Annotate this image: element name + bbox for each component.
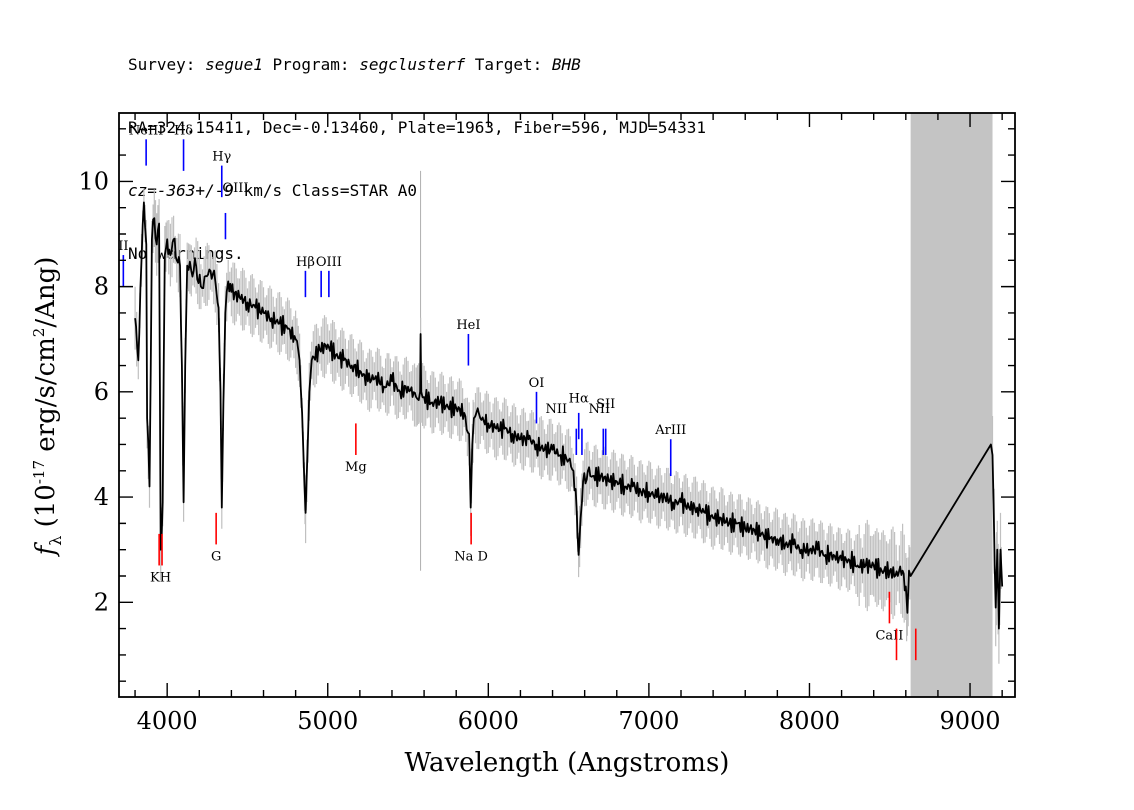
survey-value: segue1: [205, 55, 263, 74]
emission-line-label: OIII: [316, 255, 342, 270]
emission-line-label: NII: [545, 402, 567, 417]
x-tick-label: 7000: [618, 707, 679, 735]
emission-line-label: OIII: [222, 181, 248, 196]
flux-line: [134, 201, 1004, 630]
y-tick-label: 2: [94, 588, 109, 616]
flux-line-layer: [134, 201, 1004, 630]
emission-line-label: Hα: [569, 392, 589, 407]
x-tick-label: 5000: [297, 707, 358, 735]
emission-line-label: Hγ: [212, 150, 231, 165]
emission-line-label: HeI: [456, 318, 480, 333]
absorption-line-label: CaII: [875, 628, 903, 643]
program-label: Program:: [262, 55, 360, 74]
tick-labels: 4000 5000 6000 7000 8000 9000 2 4 6 8 10: [78, 167, 1000, 735]
y-axis-title: fλ (10-17 erg/s/cm2/Ang): [30, 257, 65, 558]
x-tick-label: 9000: [940, 707, 1001, 735]
emission-line-label: Hβ: [296, 255, 315, 270]
y-axis-unit-suffix: /Ang): [31, 257, 61, 328]
absorption-line-label: KH: [150, 570, 171, 585]
y-tick-label: 8: [94, 273, 109, 301]
masked-region-layer: [910, 113, 993, 697]
absorption-line-label: G: [211, 549, 221, 564]
target-value: BHB: [551, 55, 581, 74]
absorption-line-label: Mg: [345, 460, 367, 475]
emission-line-label: NeIII: [129, 123, 163, 138]
x-tick-label: 8000: [779, 707, 840, 735]
emission-line-label: OI: [529, 376, 545, 391]
header-line-coordinates: RA=324.15411, Dec=-0.13460, Plate=1963, …: [128, 118, 706, 137]
spectrum-header: Survey: segue1 Program: segclusterf Targ…: [128, 12, 706, 285]
error-envelope: [134, 188, 1002, 664]
survey-label: Survey:: [128, 55, 206, 74]
x-tick-label: 6000: [458, 707, 519, 735]
y-axis-unit: erg/s/cm: [31, 337, 61, 460]
emission-line-label: Hδ: [174, 123, 193, 138]
class-value: km/s Class=STAR A0: [233, 181, 417, 200]
masked-region: [910, 113, 993, 697]
program-value: segclusterf: [359, 55, 466, 74]
plot-frame: [118, 112, 1016, 698]
target-label: Target:: [465, 55, 552, 74]
y-axis-exponent: -17: [30, 460, 48, 484]
y-tick-label: 10: [78, 167, 109, 195]
emission-line-label: SII: [596, 397, 615, 412]
y-axis-unit-exponent: 2: [30, 328, 48, 338]
header-line-survey: Survey: segue1 Program: segclusterf Targ…: [128, 54, 706, 75]
error-envelope-layer: [134, 188, 1002, 664]
x-axis-title: Wavelength (Angstroms): [405, 748, 730, 778]
y-axis-unit-prefix: (10: [31, 484, 61, 536]
emission-line-label: NII: [588, 402, 610, 417]
x-tick-label: 4000: [137, 707, 198, 735]
axes-frame: [118, 112, 1016, 698]
y-axis-subscript: λ: [46, 536, 65, 546]
absorption-line-label: Na D: [454, 549, 488, 564]
y-tick-label: 4: [94, 483, 109, 511]
emission-line-label: ArIII: [654, 423, 686, 438]
axis-ticks: [119, 113, 1015, 697]
emission-line-label: II: [118, 239, 128, 254]
tick-marks: [119, 113, 1015, 697]
y-tick-label: 6: [94, 378, 109, 406]
